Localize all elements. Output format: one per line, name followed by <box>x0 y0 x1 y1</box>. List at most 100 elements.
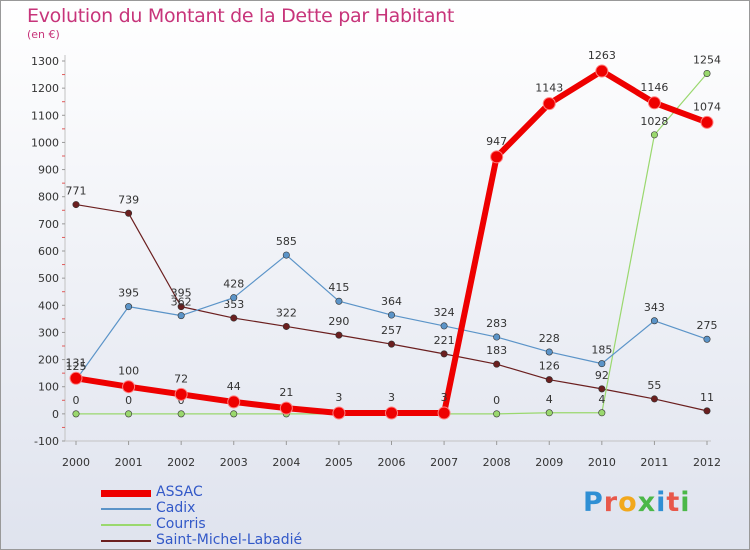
data-label: 1074 <box>693 100 721 113</box>
data-label: 44 <box>227 380 241 393</box>
y-tick-label: 300 <box>38 326 59 339</box>
data-label: 183 <box>486 344 507 357</box>
data-label: 21 <box>279 386 293 399</box>
data-label: 324 <box>434 306 455 319</box>
x-tick-label: 2010 <box>588 456 616 469</box>
data-point <box>440 350 448 358</box>
series-line <box>75 68 709 417</box>
data-point <box>227 395 241 409</box>
data-label: 1263 <box>588 49 616 62</box>
x-tick-label: 2003 <box>220 456 248 469</box>
series-saint-michel-labadie: 771 739 395 353 322 290 257 221 183 126 92 55 11 <box>66 185 714 415</box>
data-point <box>125 410 133 418</box>
data-point <box>545 409 553 417</box>
data-label: 395 <box>118 287 139 300</box>
x-tick-label: 2011 <box>640 456 668 469</box>
legend-label: ASSAC <box>156 484 203 500</box>
data-label: 0 <box>493 394 500 407</box>
legend-swatch <box>101 489 151 497</box>
data-label: 739 <box>118 193 139 206</box>
chart-title: Evolution du Montant de la Dette par Hab… <box>27 5 455 27</box>
data-point <box>598 360 606 368</box>
legend-swatch <box>101 540 151 542</box>
data-point <box>385 406 398 420</box>
y-tick-label: -100 <box>34 435 59 448</box>
data-label: 3 <box>388 391 395 404</box>
x-tick-label: 2001 <box>115 456 143 469</box>
x-tick-label: 2005 <box>325 456 353 469</box>
data-point <box>545 376 553 384</box>
data-label: 4 <box>598 393 605 406</box>
legend-label: Saint-Michel-Labadié <box>156 532 303 548</box>
data-label: 585 <box>276 235 297 248</box>
data-point <box>282 251 290 259</box>
data-point <box>703 335 711 343</box>
data-label: 1028 <box>640 115 668 128</box>
data-label: 221 <box>434 334 455 347</box>
data-label: 283 <box>486 317 507 330</box>
data-label: 0 <box>125 394 132 407</box>
data-label: 125 <box>66 360 87 373</box>
data-point <box>230 314 238 322</box>
data-point <box>650 131 658 139</box>
data-point <box>493 410 501 418</box>
data-point <box>230 294 238 302</box>
legend-label: Courris <box>156 516 206 532</box>
data-label: 92 <box>595 369 609 382</box>
data-point <box>545 348 553 356</box>
data-label: 11 <box>700 391 714 404</box>
data-label: 415 <box>328 281 349 294</box>
data-point <box>177 303 185 311</box>
data-point <box>650 395 658 403</box>
data-point <box>332 406 346 420</box>
logo-letter: t <box>666 487 681 518</box>
y-tick-label: 0 <box>52 408 59 421</box>
data-point <box>69 371 83 385</box>
data-label: 364 <box>381 295 402 308</box>
series-courris: 00004410281254 <box>73 53 721 418</box>
data-label: 257 <box>381 324 402 337</box>
data-label: 362 <box>171 296 192 309</box>
data-point <box>703 407 711 415</box>
legend-swatch <box>101 524 151 526</box>
y-tick-label: 400 <box>38 299 59 312</box>
logo-letter: r <box>603 487 619 518</box>
y-tick-label: 700 <box>38 218 59 231</box>
data-point <box>174 387 188 401</box>
data-point <box>493 360 501 368</box>
data-point <box>72 201 80 209</box>
logo-letter: i <box>680 487 691 518</box>
chart-unit: (en €) <box>27 28 60 41</box>
data-point <box>125 303 133 311</box>
proxiti-logo: Proxiti <box>583 487 691 518</box>
data-point <box>703 69 711 77</box>
data-label: 100 <box>118 365 139 378</box>
x-tick-label: 2012 <box>693 456 721 469</box>
data-point <box>279 401 293 415</box>
data-label: 131 <box>66 356 87 369</box>
data-label: 72 <box>174 372 188 385</box>
data-label: 322 <box>276 306 297 319</box>
y-tick-label: 1200 <box>31 82 59 95</box>
data-label: 1146 <box>640 81 668 94</box>
data-label: 428 <box>223 278 244 291</box>
data-label: 0 <box>73 394 80 407</box>
x-tick-label: 2009 <box>535 456 563 469</box>
data-label: 947 <box>486 135 507 148</box>
series-line <box>76 73 708 415</box>
data-point <box>335 297 343 305</box>
y-tick-label: 800 <box>38 191 59 204</box>
data-point <box>493 333 501 341</box>
y-tick-label: 1000 <box>31 136 59 149</box>
y-tick-label: 200 <box>38 354 59 367</box>
x-tick-label: 2000 <box>62 456 90 469</box>
y-tick-label: 500 <box>38 272 59 285</box>
y-tick-label: 1100 <box>31 109 59 122</box>
data-label: 3 <box>441 391 448 404</box>
data-point <box>440 322 448 330</box>
line-chart: -100010020030040050060070080090010001100… <box>31 49 721 469</box>
x-tick-label: 2002 <box>167 456 195 469</box>
logo-letter: P <box>583 487 604 518</box>
